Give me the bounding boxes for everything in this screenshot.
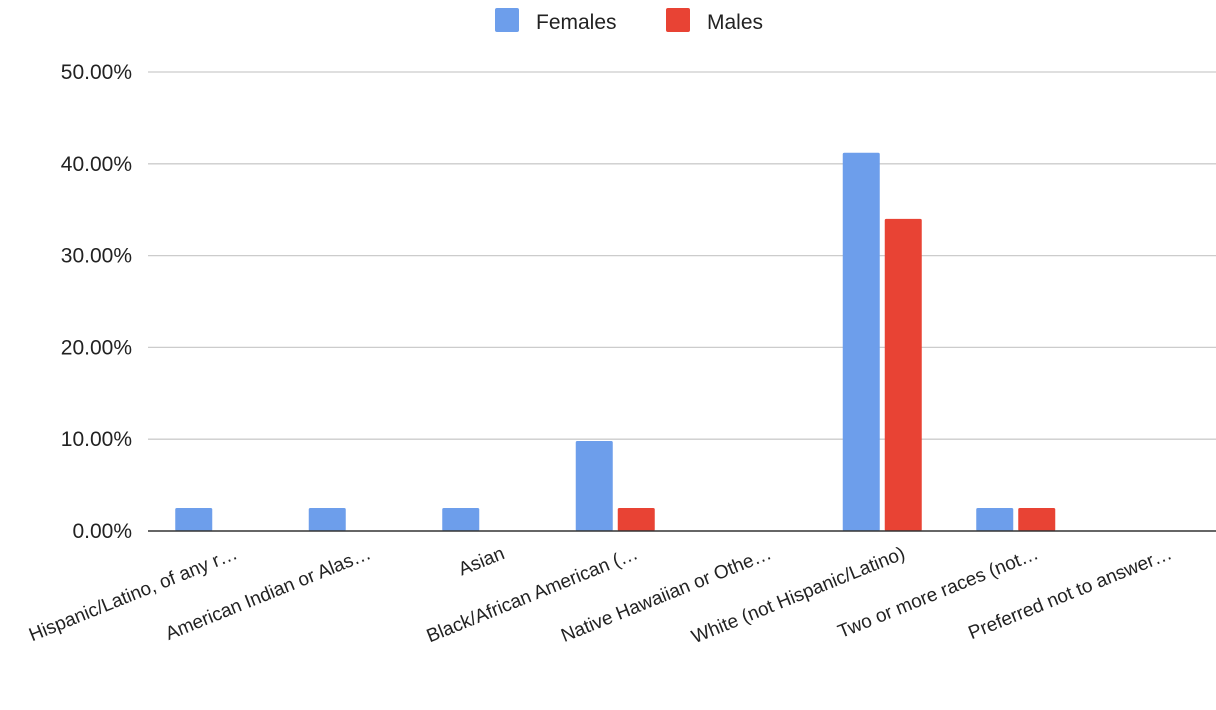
bar-females[interactable] [575,441,613,531]
legend-label-females[interactable]: Females [536,11,617,34]
x-category-label: Native Hawaiian or Othe… [558,543,774,647]
y-axis-tick-labels: 0.00% 10.00% 20.00% 30.00% 40.00% 50.00% [61,61,132,543]
y-tick-label: 50.00% [61,61,132,84]
bar-females[interactable] [175,508,213,531]
y-tick-label: 30.00% [61,245,132,268]
bar-females[interactable] [308,508,346,531]
bar-males[interactable] [1018,508,1056,531]
bar-males[interactable] [884,218,922,531]
y-tick-label: 0.00% [72,520,132,543]
bar-males[interactable] [617,508,655,531]
x-category-label: White (not Hispanic/Latino) [689,543,908,648]
legend-swatch-females[interactable] [495,8,519,32]
bar-females[interactable] [842,152,880,531]
x-category-label: Hispanic/Latino, of any r… [26,543,240,646]
x-category-label: Asian [456,543,508,580]
x-category-label: Black/African American (… [424,543,641,647]
bar-females[interactable] [442,508,480,531]
gridlines [148,71,1216,440]
y-tick-label: 40.00% [61,153,132,176]
x-axis-category-labels: Hispanic/Latino, of any r…American India… [26,543,1175,648]
legend-swatch-males[interactable] [666,8,690,32]
y-tick-label: 20.00% [61,336,132,359]
legend-label-males[interactable]: Males [707,11,763,34]
bar-females[interactable] [976,508,1014,531]
bars [175,152,1056,531]
y-tick-label: 10.00% [61,428,132,451]
legend[interactable]: Females Males [495,8,763,34]
